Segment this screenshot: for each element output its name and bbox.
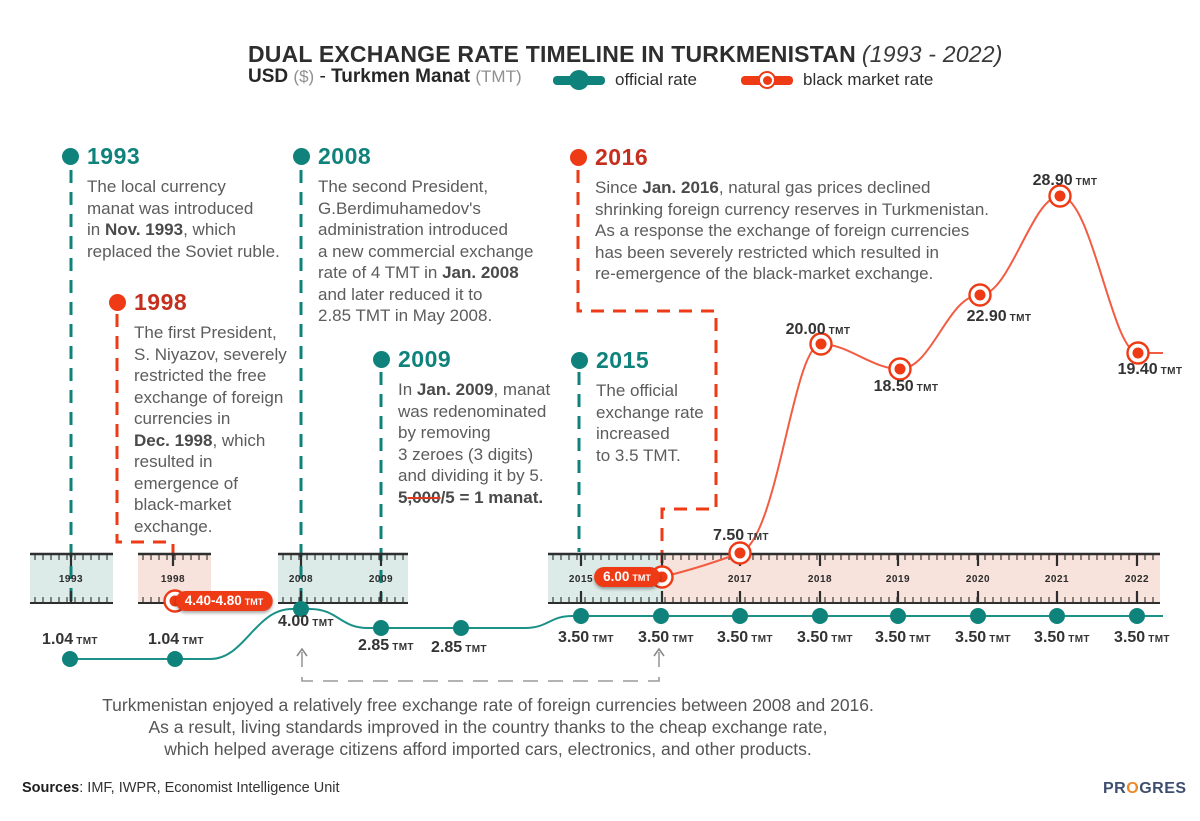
- title-year-range: (1993 - 2022): [861, 41, 1003, 68]
- official-rate-dot: [373, 620, 389, 636]
- ruler-year-label: 2018: [808, 574, 832, 585]
- official-rate-dot: [453, 620, 469, 636]
- black-market-dot-core: [169, 595, 181, 607]
- black-market-dot-core: [815, 338, 827, 350]
- currency-pair-label: USD ($) - Turkmen Manat (TMT): [248, 66, 522, 87]
- arrow-up-icon: [296, 647, 308, 657]
- official-rate-line: [70, 608, 1163, 660]
- official-rate-dot: [812, 608, 828, 624]
- legend-item-black-market-rate: black market rate: [741, 69, 933, 91]
- annotation-2008: 2008 The second President, G.Berdimuhamed…: [293, 141, 534, 327]
- ruler-zone: [548, 553, 663, 604]
- official-rate-dot: [573, 608, 589, 624]
- timeline-node-icon: [570, 149, 587, 166]
- ruler-year-label: 2009: [369, 574, 393, 585]
- black-market-dot-core: [734, 547, 746, 559]
- annotation-text: The local currency manat was introduced in…: [87, 177, 280, 261]
- annotation-text: The official exchange rate increased to 3.5…: [596, 381, 704, 465]
- legend-item-official-rate: official rate: [553, 69, 697, 91]
- annotation-year-heading: 1993: [62, 141, 280, 171]
- official-rate-dot: [1049, 608, 1065, 624]
- footer-note-line: As a result, living standards improved i…: [148, 717, 828, 737]
- sources-line: Sources: IMF, IWPR, Economist Intelligen…: [22, 780, 340, 796]
- official-rate-dot: [293, 601, 309, 617]
- annotation-year-heading: 2008: [293, 141, 533, 171]
- legend-label: black market rate: [803, 70, 934, 89]
- annotation-text: In Jan. 2009, manat was redenominated by r…: [398, 380, 551, 507]
- ruler-year-label: 2019: [886, 574, 910, 585]
- footer-note: Turkmenistan enjoyed a relatively free e…: [28, 694, 948, 760]
- progres-logo: PROGRES: [1103, 780, 1187, 797]
- annotation-1993: 1993 The local currency manat was introdu…: [62, 141, 280, 262]
- timeline-node-icon: [293, 148, 310, 165]
- annotation-text: Since Jan. 2016, natural gas prices decl…: [595, 178, 989, 283]
- footer-note-line: Turkmenistan enjoyed a relatively free e…: [102, 695, 874, 715]
- black-market-marker-icon: [741, 71, 793, 89]
- official-rate-dot: [970, 608, 986, 624]
- black-market-dot-core: [974, 289, 986, 301]
- official-rate-dot: [167, 651, 183, 667]
- annotation-year-heading: 1998: [109, 287, 287, 317]
- annotation-text: The first President, S. Niyazov, severely…: [134, 323, 287, 536]
- annotation-2015: 2015 The official exchange rate increased t…: [571, 345, 704, 466]
- annotation-year-heading: 2016: [570, 142, 989, 172]
- period-bracket-dashed: [301, 652, 660, 682]
- annotation-2016: 2016 Since Jan. 2016, natural gas prices…: [570, 142, 989, 285]
- official-rate-dot: [732, 608, 748, 624]
- page-title: DUAL EXCHANGE RATE TIMELINE IN TURKMENIS…: [248, 41, 1003, 68]
- black-market-dot-core: [894, 363, 906, 375]
- black-market-dot-core: [1132, 347, 1144, 359]
- official-rate-marker-icon: [553, 70, 605, 90]
- annotation-2009: 2009 In Jan. 2009, manat was redenominate…: [373, 344, 551, 508]
- annotation-1998: 1998 The first President, S. Niyazov, sev…: [109, 287, 287, 537]
- annotation-year-heading: 2009: [373, 344, 550, 374]
- title-text: DUAL EXCHANGE RATE TIMELINE IN TURKMENIS…: [248, 41, 856, 68]
- timeline-node-icon: [373, 351, 390, 368]
- official-rate-dot: [62, 651, 78, 667]
- ruler-year-label: 2008: [289, 574, 313, 585]
- official-rate-dot: [653, 608, 669, 624]
- legend-label: official rate: [615, 70, 697, 89]
- timeline-connector-dashed: [115, 314, 175, 556]
- official-rate-dot: [890, 608, 906, 624]
- ruler-year-label: 2022: [1125, 574, 1149, 585]
- black-market-dot-core: [656, 571, 668, 583]
- footer-note-line: which helped average citizens afford imp…: [164, 739, 812, 759]
- official-rate-dot: [1129, 608, 1145, 624]
- ruler-year-label: 1993: [59, 574, 83, 585]
- arrow-up-icon: [653, 647, 665, 657]
- timeline-node-icon: [62, 148, 79, 165]
- annotation-year-heading: 2015: [571, 345, 704, 375]
- timeline-node-icon: [109, 294, 126, 311]
- timeline-connector-dashed: [576, 170, 718, 566]
- ruler-year-label: 1998: [161, 574, 185, 585]
- ruler-year-label: 2021: [1045, 574, 1069, 585]
- annotation-text: The second President, G.Berdimuhamedov's a…: [318, 177, 534, 325]
- black-market-dot-core: [1054, 190, 1066, 202]
- ruler-year-label: 2020: [966, 574, 990, 585]
- ruler-year-label: 2015: [569, 574, 593, 585]
- ruler-year-label: 2017: [728, 574, 752, 585]
- timeline-node-icon: [571, 352, 588, 369]
